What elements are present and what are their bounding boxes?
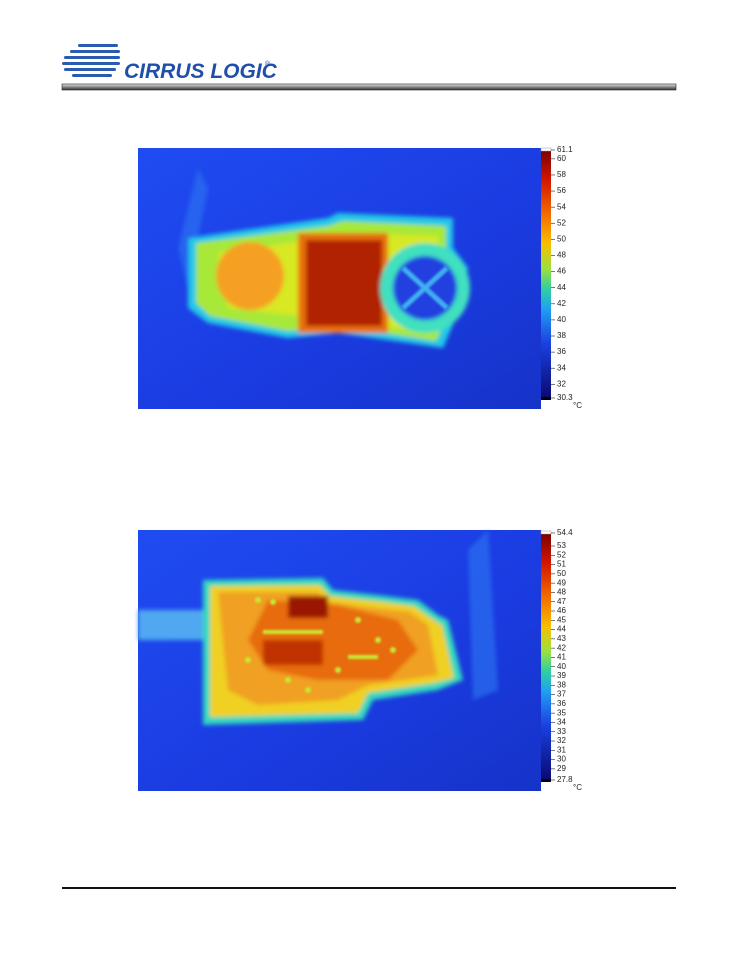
tick-label: 41 bbox=[557, 653, 566, 662]
tick-label: 38 bbox=[557, 680, 566, 689]
unit-label: °C bbox=[573, 401, 582, 410]
tick-label: 50 bbox=[557, 234, 566, 243]
tick-label: 40 bbox=[557, 662, 566, 671]
unit-label: °C bbox=[573, 783, 582, 792]
tick-label: 40 bbox=[557, 315, 566, 324]
tick-label: 58 bbox=[557, 170, 566, 179]
tick-label: 39 bbox=[557, 671, 566, 680]
tick-label: 54 bbox=[557, 202, 566, 211]
tick-label: 29 bbox=[557, 764, 566, 773]
colorbar-cap bbox=[540, 147, 552, 152]
tick-label: 38 bbox=[557, 331, 566, 340]
colorbar bbox=[541, 150, 551, 398]
tick-label: 47 bbox=[557, 597, 566, 606]
tick-label: 46 bbox=[557, 267, 566, 276]
tick-label: 31 bbox=[557, 745, 566, 754]
tick-label: 30.3 bbox=[557, 393, 573, 402]
tick-label: 33 bbox=[557, 727, 566, 736]
tick-label: 45 bbox=[557, 615, 566, 624]
tick-label: 42 bbox=[557, 643, 566, 652]
tick-label: 53 bbox=[557, 541, 566, 550]
tick-label: 42 bbox=[557, 299, 566, 308]
tick-label: 27.8 bbox=[557, 775, 573, 784]
tick-label: 48 bbox=[557, 588, 566, 597]
tick-label: 46 bbox=[557, 606, 566, 615]
tick-label: 54.4 bbox=[557, 528, 573, 537]
tick-label: 35 bbox=[557, 708, 566, 717]
tick-label: 44 bbox=[557, 283, 566, 292]
tick-label: 32 bbox=[557, 736, 566, 745]
thermal-image bbox=[138, 148, 541, 409]
tick-label: 49 bbox=[557, 578, 566, 587]
tick-label: 60 bbox=[557, 154, 566, 163]
tick-label: 50 bbox=[557, 569, 566, 578]
tick-label: 36 bbox=[557, 699, 566, 708]
tick-label: 37 bbox=[557, 690, 566, 699]
tick-label: 34 bbox=[557, 718, 566, 727]
colorbar-cap bbox=[541, 779, 551, 782]
tick-label: 52 bbox=[557, 218, 566, 227]
tick-label: 61.1 bbox=[557, 145, 573, 154]
tick-label: 30 bbox=[557, 755, 566, 764]
colorbar bbox=[541, 533, 551, 780]
tick-label: 56 bbox=[557, 186, 566, 195]
footer-rule bbox=[62, 887, 676, 889]
logo-text: CIRRUS LOGIC bbox=[124, 60, 278, 83]
tick-label: 36 bbox=[557, 347, 566, 356]
colorbar-cap bbox=[540, 530, 552, 535]
header-rule bbox=[61, 83, 677, 91]
thermal-image bbox=[138, 530, 541, 791]
tick-label: 48 bbox=[557, 251, 566, 260]
tick-label: 32 bbox=[557, 379, 566, 388]
tick-label: 34 bbox=[557, 363, 566, 372]
tick-label: 52 bbox=[557, 550, 566, 559]
colorbar-cap bbox=[541, 397, 551, 400]
tick-label: 44 bbox=[557, 625, 566, 634]
logo: CIRRUS LOGIC ® bbox=[62, 44, 278, 83]
tick-label: 43 bbox=[557, 634, 566, 643]
tick-label: 51 bbox=[557, 560, 566, 569]
logo-mark: ® bbox=[265, 60, 271, 68]
